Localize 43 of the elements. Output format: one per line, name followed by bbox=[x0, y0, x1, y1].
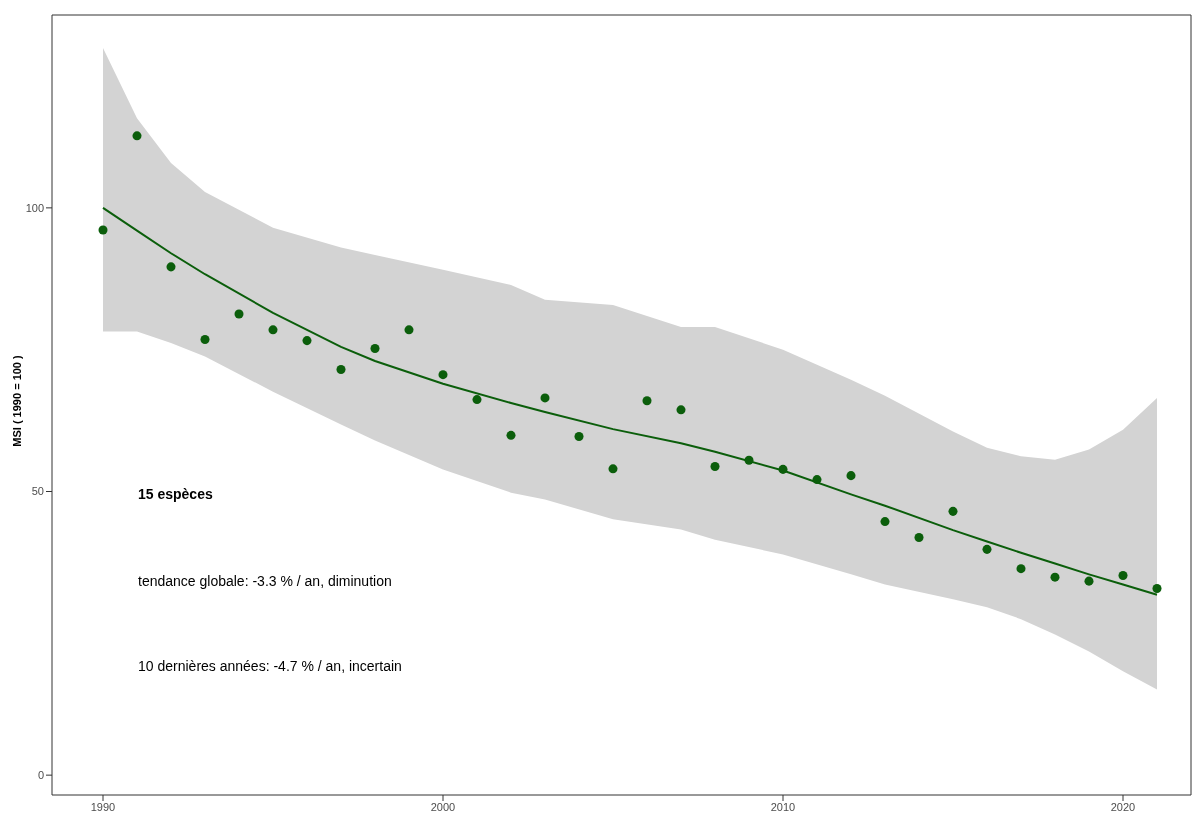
point bbox=[676, 405, 686, 415]
point bbox=[880, 517, 890, 527]
point bbox=[234, 309, 244, 319]
point bbox=[982, 544, 992, 554]
y-axis-title: MSI ( 1990 = 100 ) bbox=[11, 355, 23, 447]
point bbox=[948, 506, 958, 516]
y-tick-label: 50 bbox=[31, 485, 44, 498]
y-tick-label: 100 bbox=[25, 201, 44, 214]
annotation: tendance globale: -3.3 % / an, diminution bbox=[138, 573, 392, 589]
point bbox=[472, 395, 482, 405]
point bbox=[914, 532, 924, 542]
point bbox=[744, 455, 754, 465]
point bbox=[540, 393, 550, 403]
point bbox=[846, 471, 856, 481]
y-tick-label: 0 bbox=[37, 769, 44, 782]
point bbox=[574, 431, 584, 441]
point bbox=[98, 225, 108, 235]
x-tick-label: 2000 bbox=[430, 800, 456, 813]
point bbox=[370, 344, 380, 354]
point bbox=[268, 325, 278, 335]
point bbox=[132, 131, 142, 141]
point bbox=[608, 464, 618, 474]
x-tick-label: 2010 bbox=[770, 800, 796, 813]
point bbox=[336, 365, 346, 375]
point bbox=[506, 430, 516, 440]
point bbox=[166, 262, 176, 272]
point bbox=[1084, 576, 1094, 586]
point bbox=[710, 462, 720, 472]
point bbox=[438, 370, 448, 380]
point bbox=[1152, 584, 1162, 594]
point bbox=[404, 325, 414, 335]
x-tick-label: 2020 bbox=[1110, 800, 1136, 813]
annotation: 10 dernières années: -4.7 % / an, incertain bbox=[138, 658, 402, 674]
point bbox=[778, 464, 788, 474]
point bbox=[1050, 572, 1060, 582]
point bbox=[812, 475, 822, 485]
point bbox=[1016, 564, 1026, 574]
annotation: 15 espèces bbox=[138, 486, 213, 502]
x-tick-label: 1990 bbox=[90, 800, 116, 813]
point bbox=[1118, 570, 1128, 580]
point bbox=[200, 334, 210, 344]
point bbox=[302, 336, 312, 346]
point bbox=[642, 396, 652, 406]
